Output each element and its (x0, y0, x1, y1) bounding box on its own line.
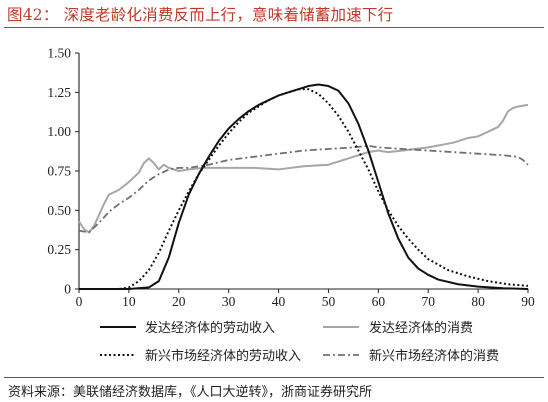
y-tick-label: 1.50 (47, 46, 71, 61)
y-tick-label: 0.25 (47, 242, 71, 257)
x-tick-label: 20 (172, 294, 186, 309)
series-line-1 (78, 103, 529, 234)
x-tick-label: 40 (272, 294, 286, 309)
x-tick-label: 80 (471, 294, 485, 309)
y-tick-label: 1.00 (47, 124, 71, 139)
chart-title: 图42： 深度老龄化消费反而上行，意味着储蓄加速下行 (7, 6, 394, 24)
x-tick-label: 90 (521, 294, 535, 309)
y-tick-label: 0.75 (47, 164, 71, 179)
series-line-3 (78, 144, 529, 234)
chart-series-layer (78, 83, 529, 290)
legend-label-1: 发达经济体的消费 (369, 320, 473, 336)
x-tick-label: 30 (222, 294, 236, 309)
x-tick-label: 70 (421, 294, 435, 309)
y-tick-label: 0.50 (47, 203, 71, 218)
chart-axes: 0 0.25 0.50 0.75 1.00 1.25 1.50 0 10 20 30 40 50 60 70… (47, 46, 535, 310)
legend-label-0: 发达经济体的劳动收入 (145, 320, 275, 336)
source-note: 资料来源：美联储经济数据库，《人口大逆转》，浙商证券研究所 (8, 385, 373, 400)
x-tick-label: 60 (372, 294, 386, 309)
y-tick-label: 1.25 (47, 85, 71, 100)
x-tick-label: 50 (322, 294, 336, 309)
x-tick-label: 10 (122, 294, 136, 309)
title-divider (4, 27, 544, 28)
legend-label-3: 新兴市场经济体的消费 (369, 348, 499, 364)
x-tick-label: 0 (76, 294, 83, 309)
y-tick-label: 0 (64, 282, 71, 297)
legend-label-2: 新兴市场经济体的劳动收入 (145, 348, 301, 364)
source-divider (4, 377, 544, 378)
series-line-0 (79, 83, 529, 290)
series-line-2 (79, 88, 529, 290)
